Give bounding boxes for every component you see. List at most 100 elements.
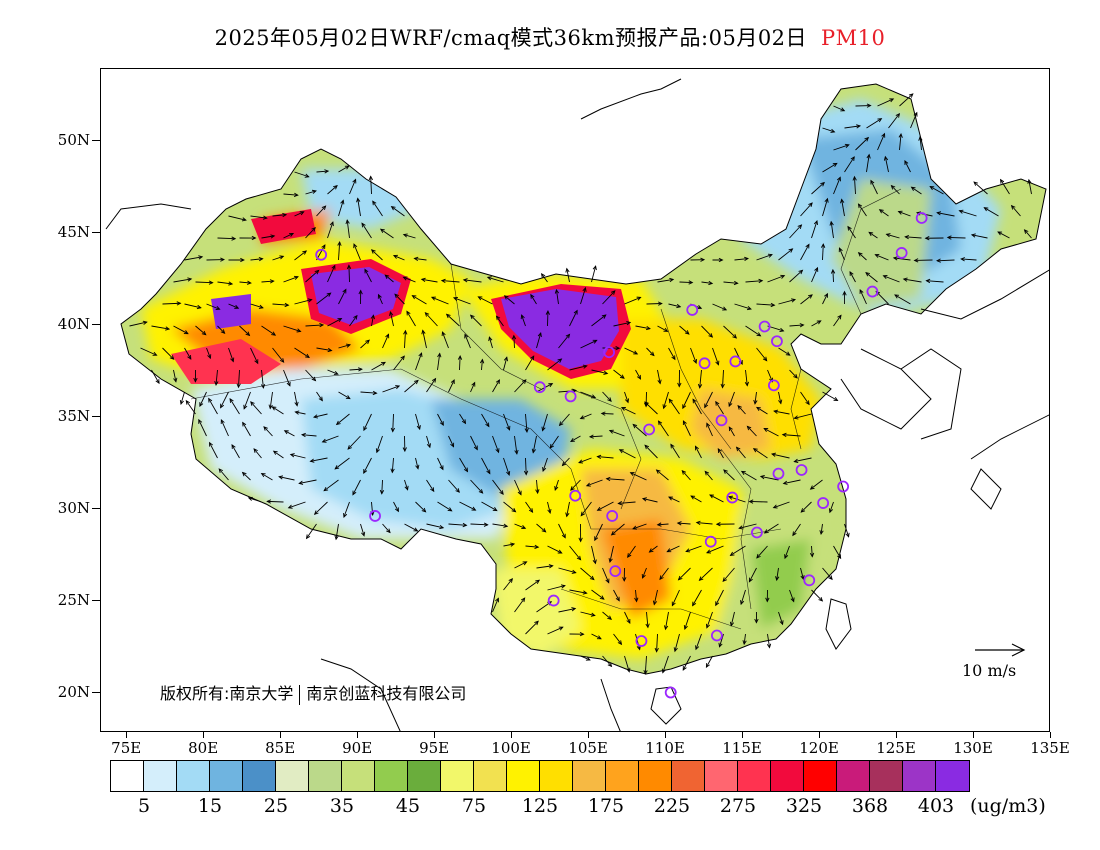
- wind-arrow: [470, 435, 478, 451]
- wind-arrow: [822, 391, 839, 402]
- city-marker: [758, 320, 771, 333]
- pm10-zone-north-china-yellow: [621, 319, 821, 459]
- wind-arrow: [789, 224, 803, 239]
- wind-arrow: [763, 427, 779, 437]
- wind-arrow: [415, 352, 423, 371]
- wind-arrow: [349, 314, 358, 327]
- wind-arrow: [591, 589, 605, 600]
- wind-arrow: [676, 521, 691, 526]
- wind-arrow: [440, 278, 460, 284]
- wind-arrow: [272, 302, 290, 308]
- latitude-tick: [92, 691, 100, 693]
- wind-arrow: [162, 347, 175, 360]
- wind-arrow: [393, 501, 399, 513]
- latitude-label: 35N: [57, 406, 90, 425]
- wind-arrow: [792, 523, 801, 537]
- right-arrow-icon: [975, 643, 1026, 657]
- latitude-tick: [92, 507, 100, 509]
- coast-korea: [900, 348, 962, 440]
- wind-arrow: [283, 232, 295, 239]
- wind-arrow: [208, 397, 218, 415]
- map-title: 2025年05月02日WRF/cmaq模式36km预报产品:05月02日 PM10: [0, 22, 1100, 52]
- wind-arrow: [570, 479, 581, 491]
- wind-arrow: [305, 523, 317, 540]
- wind-arrow: [580, 501, 592, 517]
- wind-arrow: [242, 421, 251, 437]
- wind-arrow: [352, 479, 361, 496]
- wind-arrow: [1023, 229, 1032, 239]
- wind-arrow: [840, 198, 845, 217]
- wind-arrow: [809, 479, 823, 490]
- wind-arrow: [547, 545, 563, 554]
- wind-arrow: [523, 457, 529, 476]
- wind-arrow: [844, 523, 850, 538]
- wind-arrow: [531, 435, 537, 454]
- wind-arrow: [360, 339, 370, 349]
- wind-arrow: [924, 236, 944, 241]
- wind-arrow: [421, 329, 427, 349]
- pm10-zone-northeast-green: [831, 179, 931, 309]
- colorbar-swatch: [738, 761, 771, 791]
- wind-arrow: [536, 523, 547, 533]
- wind-arrow: [445, 313, 460, 327]
- wind-arrow: [789, 323, 805, 328]
- wind-arrow: [668, 398, 680, 415]
- wind-arrow: [283, 369, 291, 387]
- wind-arrow: [195, 280, 214, 285]
- colorbar-label: 5: [137, 795, 151, 817]
- wind-arrow: [287, 501, 306, 509]
- city-marker: [547, 594, 560, 607]
- wind-arrow: [591, 369, 609, 375]
- wind-arrow: [462, 278, 482, 283]
- wind-arrow: [829, 220, 834, 239]
- longitude-label: 85E: [265, 739, 296, 757]
- wind-arrow: [184, 303, 202, 310]
- colorbar-label: 368: [851, 795, 889, 817]
- wind-arrow: [390, 205, 405, 217]
- wind-arrow: [746, 425, 757, 437]
- wind-arrow: [617, 501, 636, 506]
- copyright-divider: [299, 684, 301, 705]
- wind-arrow: [701, 325, 714, 338]
- wind-arrow: [580, 391, 597, 399]
- wind-arrow: [327, 184, 338, 195]
- colorbar-label: 15: [197, 795, 223, 817]
- wind-arrow: [520, 314, 526, 327]
- wind-arrow: [833, 545, 842, 560]
- wind-arrow: [865, 271, 878, 283]
- wind-arrow: [558, 567, 577, 574]
- wind-arrow: [624, 611, 631, 624]
- wind-arrow: [754, 611, 759, 624]
- wind-arrow: [753, 391, 758, 405]
- wind-arrow: [305, 369, 317, 382]
- wind-arrow: [404, 523, 419, 532]
- wind-arrow: [634, 589, 639, 603]
- wind-arrow: [936, 211, 955, 217]
- wind-arrow: [898, 132, 903, 151]
- longitude-label: 130E: [953, 739, 993, 757]
- pm10-core-dzungaria-red: [251, 209, 316, 244]
- wind-arrow: [793, 413, 812, 420]
- wind-arrow: [778, 248, 794, 261]
- latitude-tick: [92, 231, 100, 233]
- wind-arrow: [657, 277, 675, 283]
- wind-arrow: [859, 288, 867, 305]
- copyright-notice: 版权所有:南京大学 南京创蓝科技有限公司: [160, 680, 466, 705]
- wind-arrow: [239, 325, 251, 337]
- wind-arrow: [624, 655, 631, 673]
- wind-arrow: [492, 435, 500, 454]
- wind-arrow: [481, 501, 498, 512]
- wind-arrow: [294, 298, 313, 305]
- map-frame[interactable]: [100, 68, 1050, 732]
- wind-arrow: [890, 184, 900, 195]
- wind-arrow: [448, 435, 455, 448]
- wind-arrow: [929, 186, 944, 195]
- title-pollutant: PM10: [821, 26, 886, 50]
- wind-arrow: [613, 321, 632, 327]
- coast-kyushu: [970, 468, 1002, 510]
- wind-arrow: [925, 278, 944, 284]
- colorbar-label: 125: [521, 795, 559, 817]
- wind-arrow: [437, 457, 444, 471]
- wind-arrow: [605, 476, 625, 482]
- wind-arrow: [356, 197, 361, 217]
